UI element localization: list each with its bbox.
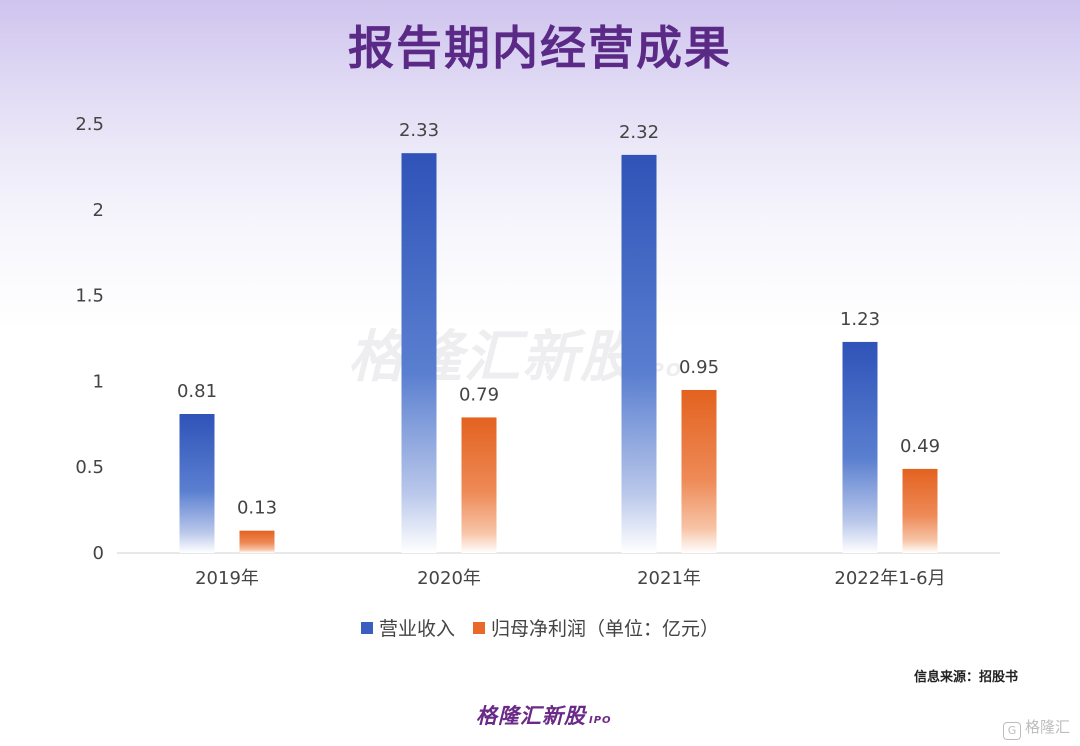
y-tick-label-3: 1.5 bbox=[75, 286, 104, 307]
y-tick-label-2: 1 bbox=[93, 371, 104, 392]
y-tick-label-0: 0 bbox=[93, 543, 104, 564]
legend-swatch-revenue bbox=[360, 622, 373, 634]
bar-series-1-cat-2 bbox=[681, 389, 717, 553]
chart-title: 报告期内经营成果 bbox=[348, 21, 732, 75]
legend-item-revenue: 营业收入 bbox=[360, 614, 455, 641]
source-note: 信息来源：招股书 bbox=[913, 670, 1018, 685]
data-label-series-0-cat-2: 2.32 bbox=[619, 122, 659, 143]
footer-logo: 格隆汇新股 IPO bbox=[476, 700, 612, 730]
bar-series-0-cat-2 bbox=[621, 154, 657, 553]
y-tick-label-5: 2.5 bbox=[75, 114, 104, 135]
legend-swatch-net-profit bbox=[473, 622, 486, 634]
data-label-series-1-cat-1: 0.79 bbox=[459, 384, 499, 405]
footer-logo-text: 格隆汇新股 bbox=[476, 704, 586, 728]
bar-chart: 0 0.5 1 1.5 2 2.5 0.81 2.33 2.32 1.23 0.13 0.79 0.9… bbox=[75, 114, 1000, 589]
data-label-series-1-cat-2: 0.95 bbox=[679, 357, 719, 378]
data-label-series-1-cat-0: 0.13 bbox=[237, 498, 277, 519]
bar-series-1-cat-1 bbox=[461, 417, 497, 553]
y-axis: 0 0.5 1 1.5 2 2.5 bbox=[75, 114, 104, 564]
bar-series-1-cat-3 bbox=[902, 468, 938, 553]
x-axis: 2019年 2020年 2021年 2022年1-6月 bbox=[195, 568, 946, 589]
y-tick-label-4: 2 bbox=[93, 200, 104, 221]
corner-mark-text: 格隆汇 bbox=[1024, 718, 1070, 736]
bar-series-0-cat-3 bbox=[842, 341, 878, 553]
legend-item-net-profit: 归母净利润（单位：亿元） bbox=[473, 614, 719, 641]
x-tick-label-1: 2020年 bbox=[417, 568, 481, 589]
x-tick-label-3: 2022年1-6月 bbox=[834, 568, 945, 589]
bar-series-0-cat-0 bbox=[179, 414, 215, 553]
y-tick-label-1: 0.5 bbox=[75, 457, 104, 478]
data-label-series-0-cat-0: 0.81 bbox=[177, 381, 217, 402]
footer-logo-ipo: IPO bbox=[589, 715, 612, 726]
legend-label-net-profit: 归母净利润（单位：亿元） bbox=[491, 618, 720, 640]
g-logo-icon: G bbox=[1002, 722, 1021, 740]
bar-series-1-cat-0 bbox=[239, 530, 275, 553]
legend-label-revenue: 营业收入 bbox=[378, 618, 455, 640]
data-label-series-0-cat-3: 1.23 bbox=[840, 309, 880, 330]
corner-mark: G 格隆汇 bbox=[1002, 716, 1070, 740]
data-label-series-1-cat-3: 0.49 bbox=[900, 436, 940, 457]
legend: 营业收入 归母净利润（单位：亿元） bbox=[0, 614, 1080, 641]
data-label-series-0-cat-1: 2.33 bbox=[399, 120, 439, 141]
bar-series-0-cat-1 bbox=[401, 153, 437, 553]
x-tick-label-2: 2021年 bbox=[637, 568, 701, 589]
x-tick-label-0: 2019年 bbox=[195, 568, 259, 589]
bars-group: 0.81 2.33 2.32 1.23 0.13 0.79 0.95 0.49 bbox=[177, 120, 940, 553]
